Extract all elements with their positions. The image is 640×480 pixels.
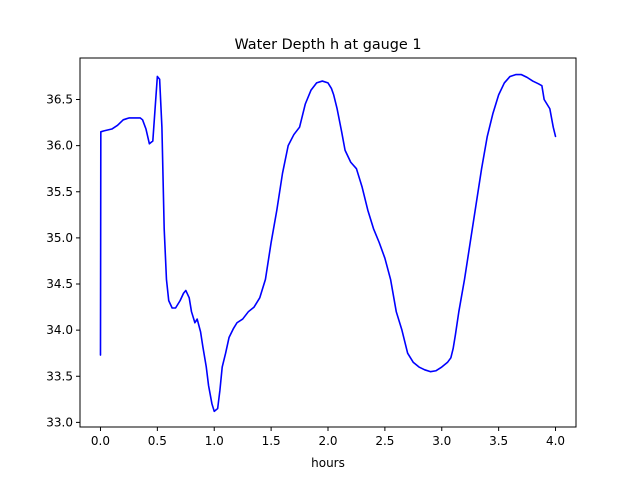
x-axis: 0.0 0.5 1.0 1.5 2.0 2.5 3.0 3.5 4.0 xyxy=(91,427,565,448)
x-tick-label: 2.5 xyxy=(375,434,394,448)
x-tick-label: 4.0 xyxy=(546,434,565,448)
y-tick-label: 35.5 xyxy=(46,185,73,199)
y-tick-label: 36.5 xyxy=(46,93,73,107)
axes-frame xyxy=(79,57,577,428)
y-tick-label: 34.0 xyxy=(46,323,73,337)
y-tick-label: 33.5 xyxy=(46,369,73,383)
y-tick-label: 33.0 xyxy=(46,415,73,429)
x-tick-label: 2.0 xyxy=(318,434,337,448)
x-tick-label: 0.5 xyxy=(148,434,167,448)
x-tick-label: 3.0 xyxy=(432,434,451,448)
x-axis-label: hours xyxy=(311,456,345,470)
series-line xyxy=(99,73,557,413)
y-tick-label: 35.0 xyxy=(46,231,73,245)
y-axis: 33.0 33.5 34.0 34.5 35.0 35.5 36.0 36.5 xyxy=(46,93,80,429)
x-tick-label: 0.0 xyxy=(91,434,110,448)
x-tick-label: 1.5 xyxy=(262,434,281,448)
chart-title: Water Depth h at gauge 1 xyxy=(234,37,421,53)
plot-area xyxy=(99,73,557,413)
y-tick-label: 34.5 xyxy=(46,277,73,291)
x-tick-label: 1.0 xyxy=(205,434,224,448)
y-tick-label: 36.0 xyxy=(46,139,73,153)
x-tick-label: 3.5 xyxy=(489,434,508,448)
